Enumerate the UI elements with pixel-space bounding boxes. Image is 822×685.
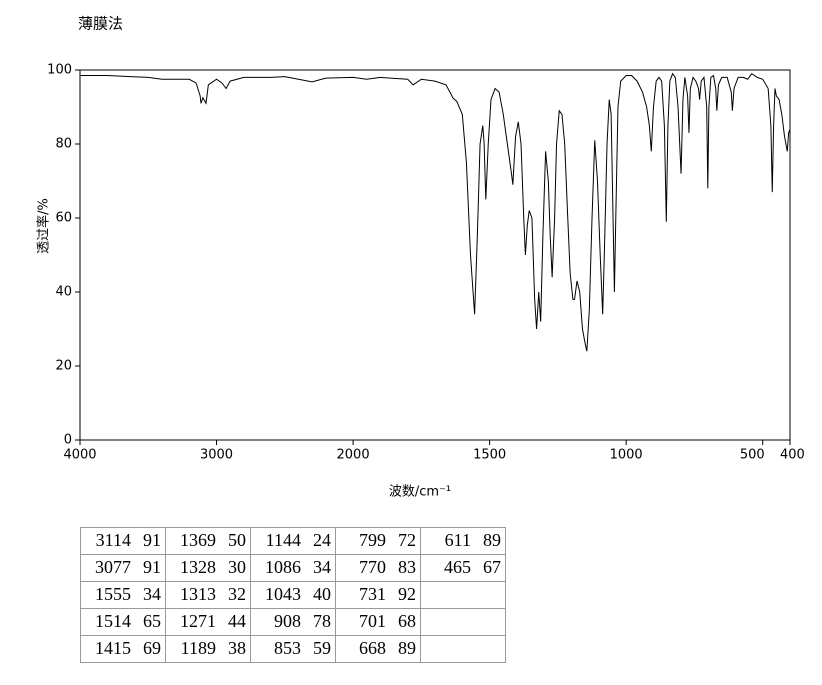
table-cell: 465 67: [420, 554, 506, 582]
transmittance: 72: [398, 530, 416, 550]
transmittance: 67: [483, 557, 501, 577]
table-cell: 1043 40: [250, 581, 336, 609]
table-cell: 731 92: [335, 581, 421, 609]
y-axis-label: 透过率/%: [36, 198, 52, 254]
wavenumber: 3077: [95, 557, 131, 577]
transmittance: 92: [398, 584, 416, 604]
wavenumber: 701: [359, 611, 386, 631]
wavenumber: 1313: [180, 584, 216, 604]
table-cell: 1514 65: [80, 608, 166, 636]
y-tick-label: 20: [55, 359, 72, 374]
table-cell: 853 59: [250, 635, 336, 663]
transmittance: 91: [143, 557, 161, 577]
transmittance: 38: [228, 638, 246, 658]
table-cell: [420, 608, 506, 636]
transmittance: 50: [228, 530, 246, 550]
wavenumber: 1189: [180, 638, 216, 658]
wavenumber: 1415: [95, 638, 131, 658]
table-cell: 770 83: [335, 554, 421, 582]
table-cell: 1313 32: [165, 581, 251, 609]
table-cell: 1369 50: [165, 527, 251, 555]
table-cell: 668 89: [335, 635, 421, 663]
transmittance: 68: [398, 611, 416, 631]
peak-table: 3114 91 1369 50 1144 24 799 72 611 89 3077 91 1328 30…: [80, 527, 506, 663]
x-tick-label: 400: [780, 448, 805, 463]
chart-title: 薄膜法: [78, 15, 123, 33]
x-tick-label: 2000: [337, 448, 370, 463]
x-axis-label: 波数/cm⁻¹: [389, 485, 451, 500]
wavenumber: 1514: [95, 611, 131, 631]
wavenumber: 799: [359, 530, 386, 550]
x-tick-label: 4000: [63, 448, 96, 463]
y-tick-label: 0: [64, 433, 72, 448]
table-cell: 1328 30: [165, 554, 251, 582]
table-cell: [420, 635, 506, 663]
transmittance: 40: [313, 584, 331, 604]
wavenumber: 908: [274, 611, 301, 631]
table-cell: 908 78: [250, 608, 336, 636]
table-row: 3114 91 1369 50 1144 24 799 72 611 89: [80, 527, 506, 555]
table-cell: 1555 34: [80, 581, 166, 609]
wavenumber: 1271: [180, 611, 216, 631]
wavenumber: 1043: [265, 584, 301, 604]
wavenumber: 1328: [180, 557, 216, 577]
table-row: 1514 65 1271 44 908 78 701 68: [80, 608, 506, 636]
transmittance: 78: [313, 611, 331, 631]
table-row: 3077 91 1328 30 1086 34 770 83 465 67: [80, 554, 506, 582]
x-tick-label: 1500: [473, 448, 506, 463]
table-cell: 1415 69: [80, 635, 166, 663]
wavenumber: 1144: [265, 530, 301, 550]
table-cell: 1086 34: [250, 554, 336, 582]
table-cell: 799 72: [335, 527, 421, 555]
wavenumber: 1086: [265, 557, 301, 577]
plot-frame: [79, 69, 791, 441]
transmittance: 59: [313, 638, 331, 658]
wavenumber: 853: [274, 638, 301, 658]
wavenumber: 770: [359, 557, 386, 577]
table-cell: 3114 91: [80, 527, 166, 555]
transmittance: 65: [143, 611, 161, 631]
table-cell: [420, 581, 506, 609]
transmittance: 83: [398, 557, 416, 577]
transmittance: 24: [313, 530, 331, 550]
transmittance: 32: [228, 584, 246, 604]
wavenumber: 1555: [95, 584, 131, 604]
y-tick-label: 100: [47, 63, 72, 78]
spectrum-line: [80, 72, 791, 352]
table-cell: 701 68: [335, 608, 421, 636]
table-row: 1415 69 1189 38 853 59 668 89: [80, 635, 506, 663]
y-tick-label: 60: [55, 211, 72, 226]
table-cell: 611 89: [420, 527, 506, 555]
table-cell: 3077 91: [80, 554, 166, 582]
y-tick-label: 40: [55, 285, 72, 300]
x-tick-label: 3000: [200, 448, 233, 463]
transmittance: 89: [483, 530, 501, 550]
wavenumber: 465: [444, 557, 471, 577]
wavenumber: 3114: [95, 530, 131, 550]
wavenumber: 611: [444, 530, 471, 550]
transmittance: 30: [228, 557, 246, 577]
transmittance: 91: [143, 530, 161, 550]
transmittance: 89: [398, 638, 416, 658]
transmittance: 34: [143, 584, 161, 604]
y-tick-label: 80: [55, 137, 72, 152]
wavenumber: 731: [359, 584, 386, 604]
transmittance: 44: [228, 611, 246, 631]
wavenumber: 1369: [180, 530, 216, 550]
transmittance: 34: [313, 557, 331, 577]
table-cell: 1144 24: [250, 527, 336, 555]
x-tick-label: 500: [740, 448, 765, 463]
chart: 薄膜法 波数/cm⁻¹ 透过率/% 0 20 40 60 80 100 4000 3000 20…: [36, 15, 805, 500]
wavenumber: 668: [359, 638, 386, 658]
transmittance: 69: [143, 638, 161, 658]
table-row: 1555 34 1313 32 1043 40 731 92: [80, 581, 506, 609]
table-cell: 1271 44: [165, 608, 251, 636]
table-cell: 1189 38: [165, 635, 251, 663]
x-tick-label: 1000: [610, 448, 643, 463]
